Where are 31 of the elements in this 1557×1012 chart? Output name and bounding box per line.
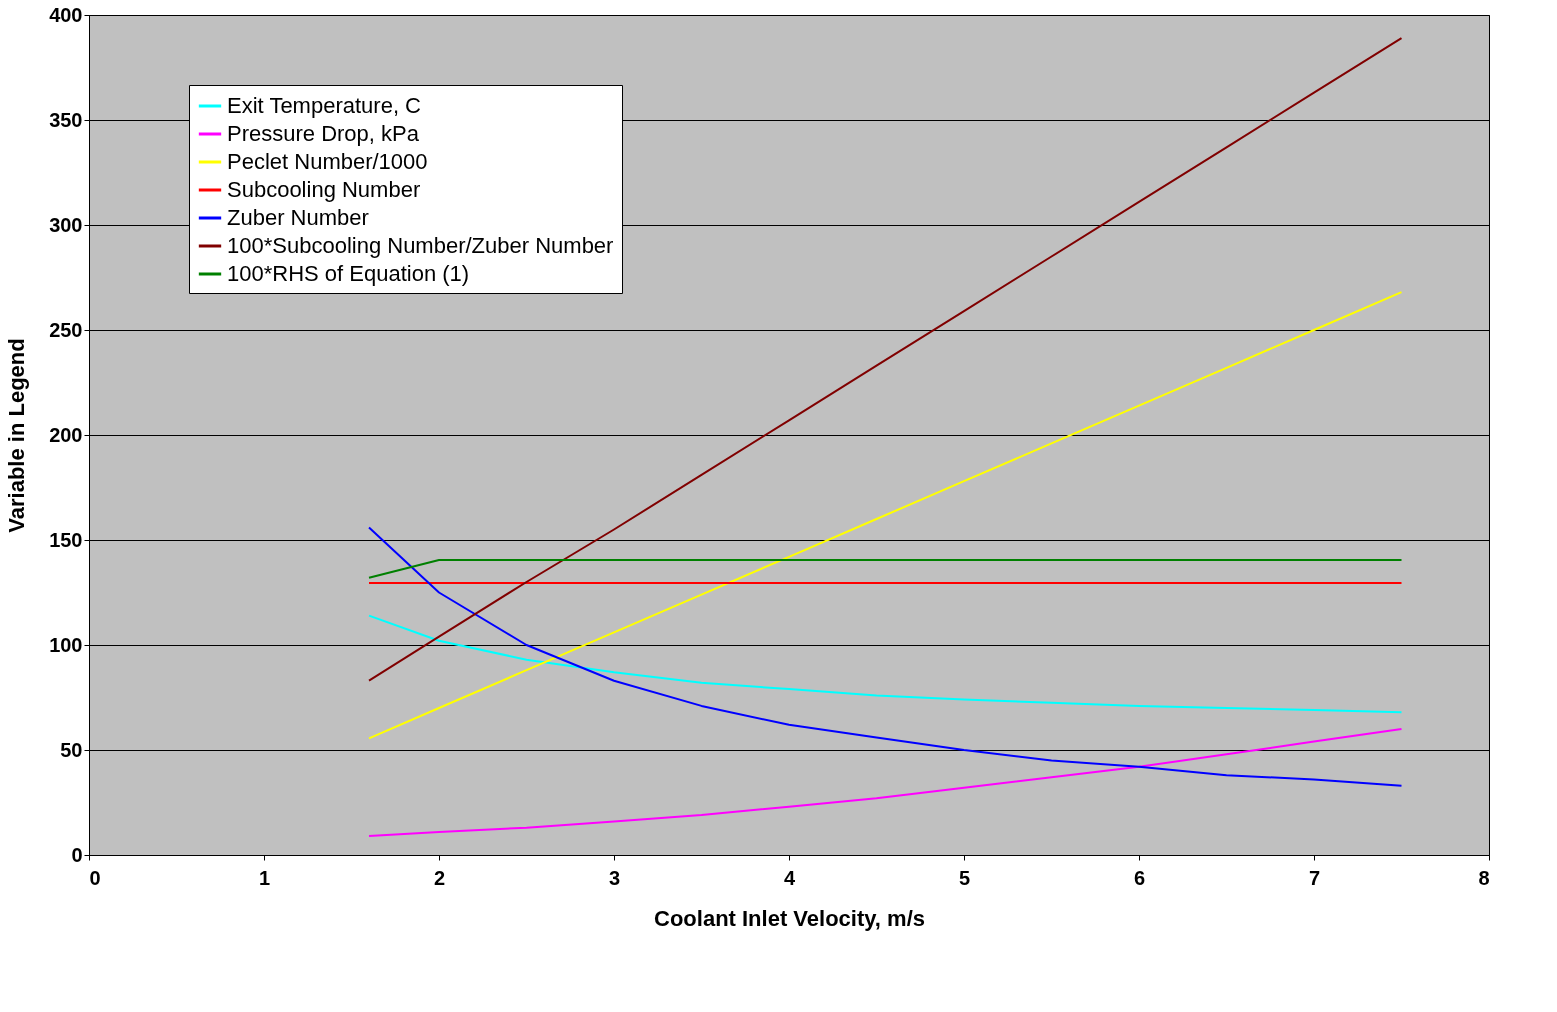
x-tick-label: 0 [89, 866, 101, 889]
y-tick-label: 350 [49, 108, 83, 131]
line-series [368, 614, 1403, 714]
line-series [368, 728, 1403, 838]
legend-label: 100*Subcooling Number/Zuber Number [227, 233, 614, 258]
legend-label: Subcooling Number [227, 177, 421, 202]
y-tick-label: 100 [49, 633, 83, 656]
legend-label: Exit Temperature, C [227, 93, 422, 118]
x-tick-label: 4 [783, 866, 796, 889]
x-tick-label: 2 [433, 866, 446, 889]
legend-label: 100*RHS of Equation (1) [227, 261, 470, 286]
x-tick-label: 3 [608, 866, 621, 889]
y-tick-label: 250 [49, 318, 83, 341]
x-tick-label: 8 [1478, 866, 1490, 889]
y-axis-title: Variable in Legend [4, 338, 30, 533]
y-tick-label: 150 [49, 528, 83, 551]
x-tick-label: 5 [958, 866, 971, 889]
legend-label: Pressure Drop, kPa [227, 121, 420, 146]
y-tick-label: 400 [49, 3, 83, 26]
x-tick-label: 6 [1133, 866, 1146, 889]
legend-label: Zuber Number [227, 205, 369, 230]
y-tick-label: 200 [49, 423, 83, 446]
y-tick-label: 300 [49, 213, 83, 236]
x-tick-label: 1 [258, 866, 271, 889]
y-tick-label: 50 [60, 738, 83, 761]
x-tick-label: 7 [1308, 866, 1321, 889]
y-tick-label: 0 [71, 843, 83, 866]
x-axis-title: Coolant Inlet Velocity, m/s [654, 905, 925, 931]
line-series [368, 291, 1403, 740]
line-series [368, 526, 1403, 787]
legend-label: Peclet Number/1000 [227, 149, 428, 174]
